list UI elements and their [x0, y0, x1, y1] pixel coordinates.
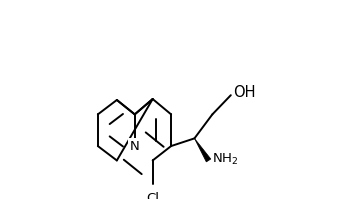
Text: N: N	[130, 139, 140, 153]
Text: OH: OH	[233, 85, 256, 100]
Text: Cl: Cl	[146, 192, 159, 199]
Polygon shape	[194, 138, 211, 162]
Text: NH$_2$: NH$_2$	[212, 152, 238, 167]
